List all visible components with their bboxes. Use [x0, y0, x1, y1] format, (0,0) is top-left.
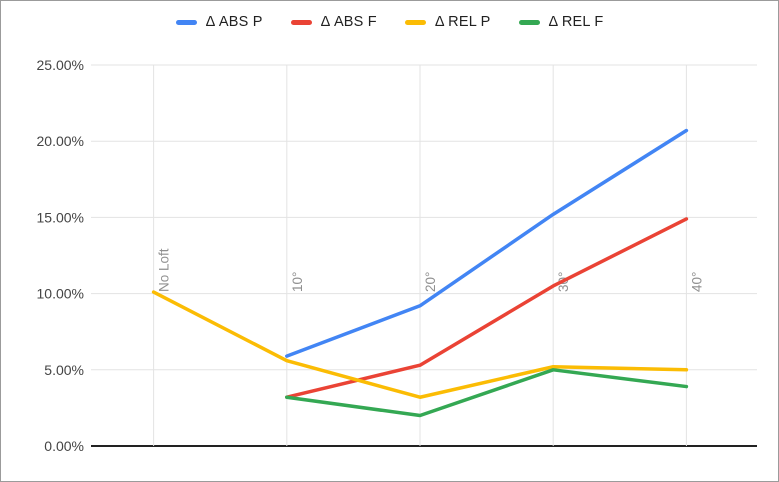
x-tick-label: 20° [423, 272, 438, 292]
x-tick-label: 40° [689, 272, 704, 292]
legend-label: Δ ABS F [320, 14, 377, 30]
series-line [285, 368, 689, 418]
legend-item: Δ REL P [404, 14, 491, 30]
legend-swatch [175, 19, 197, 25]
y-tick-label: 20.00% [37, 133, 84, 149]
legend-label: Δ REL F [548, 14, 604, 30]
y-tick-label: 5.00% [44, 362, 84, 378]
x-tick-label: No Loft [157, 248, 172, 292]
legend-item: Δ REL F [518, 14, 604, 30]
legend-item: Δ ABS P [175, 14, 263, 30]
x-tick-label: 10° [290, 272, 305, 292]
legend-swatch [518, 19, 540, 25]
series-line [151, 290, 689, 399]
series-line [285, 128, 689, 358]
series-line [285, 217, 689, 399]
legend-label: Δ REL P [434, 14, 491, 30]
y-tick-label: 15.00% [37, 209, 84, 225]
y-tick-label: 25.00% [37, 57, 84, 73]
y-tick-label: 10.00% [37, 286, 84, 302]
legend-swatch [290, 19, 312, 25]
y-tick-label: 0.00% [44, 438, 84, 454]
legend: Δ ABS P Δ ABS F Δ REL P Δ REL F [1, 14, 778, 30]
legend-label: Δ ABS P [205, 14, 263, 30]
legend-item: Δ ABS F [290, 14, 377, 30]
legend-swatch [404, 19, 426, 25]
